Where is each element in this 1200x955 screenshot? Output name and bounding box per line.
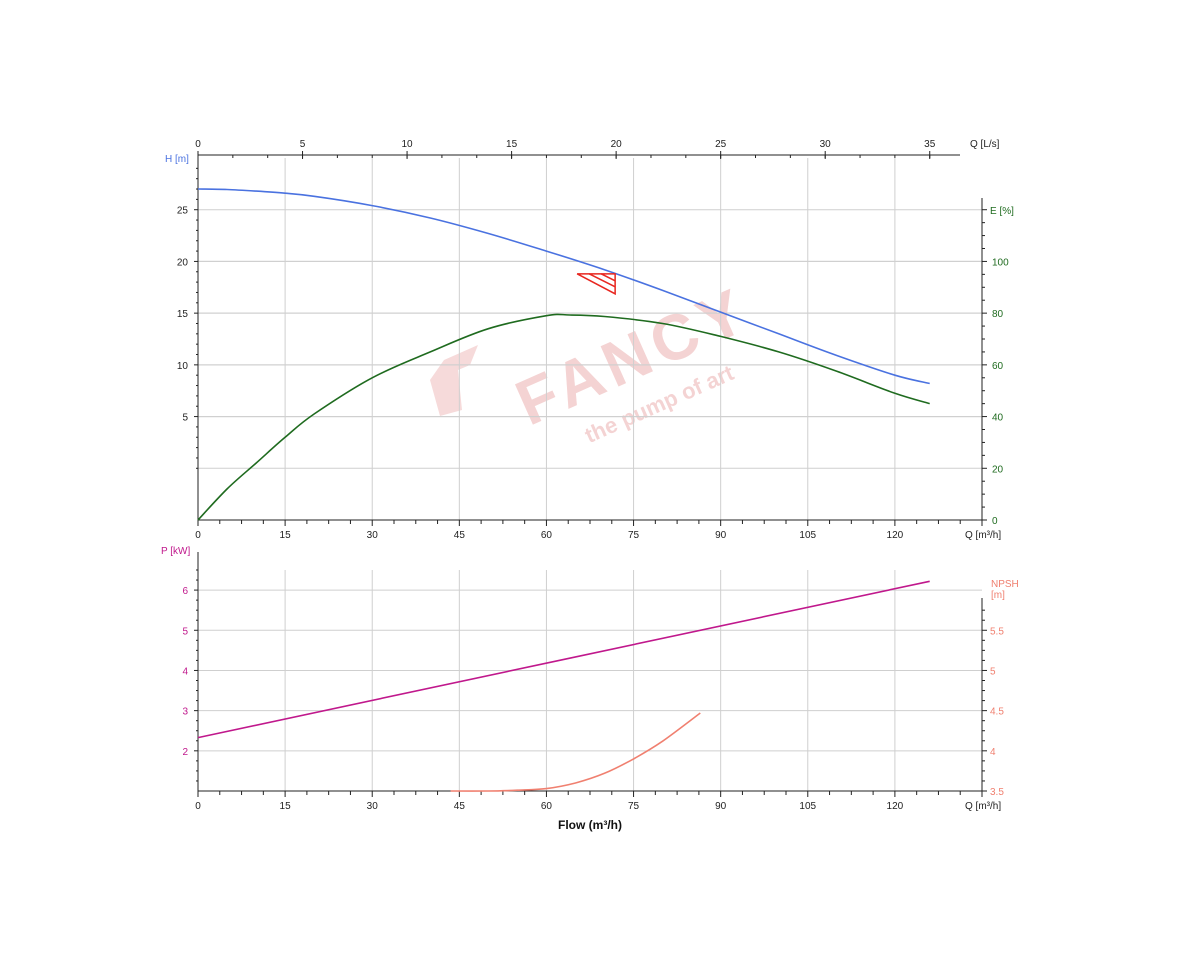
- x-axis-unit: Q [m³/h]: [965, 801, 1001, 812]
- y-right-tick-label: 40: [992, 413, 1004, 424]
- y-right-tick-label: 4.5: [990, 707, 1004, 718]
- x-tick-label: 105: [799, 801, 816, 812]
- x-axis-unit: Q [m³/h]: [965, 530, 1001, 541]
- y-right-tick-label: 5.5: [990, 626, 1004, 637]
- operating-point-triangle: [576, 273, 616, 296]
- x-tick-label: 90: [715, 801, 727, 812]
- y-right-tick-label: 4: [990, 747, 996, 758]
- x-tick-label: 105: [799, 530, 816, 541]
- y-right-tick-label: 0: [992, 516, 998, 527]
- power-curve: [197, 580, 930, 739]
- x-tick-label: 0: [195, 530, 201, 541]
- y-left-tick-label: 25: [177, 206, 189, 217]
- x-tick-label: 30: [367, 530, 379, 541]
- efficiency-curve: [197, 313, 930, 521]
- watermark-logo-icon: [430, 345, 478, 416]
- x-tick-label: 90: [715, 530, 727, 541]
- y-left-axis-unit: H [m]: [165, 154, 189, 165]
- x-tick-label: 120: [887, 801, 904, 812]
- x2-tick-label: 0: [195, 139, 201, 150]
- y-right-tick-label: 5: [990, 666, 996, 677]
- flow-axis-title: Flow (m³/h): [558, 818, 622, 832]
- x-tick-label: 75: [628, 530, 640, 541]
- x-tick-label: 75: [628, 801, 640, 812]
- y-left-tick-label: 5: [182, 626, 188, 637]
- y-right-axis-unit-line1: NPSH: [991, 579, 1019, 590]
- x-tick-label: 120: [887, 530, 904, 541]
- x-tick-label: 60: [541, 530, 553, 541]
- y-left-tick-label: 5: [182, 413, 188, 424]
- x2-tick-label: 5: [300, 139, 306, 150]
- operating-point-hatch: [588, 273, 616, 288]
- x-tick-label: 30: [367, 801, 379, 812]
- y-left-tick-label: 6: [182, 586, 188, 597]
- y-left-tick-label: 20: [177, 257, 189, 268]
- y-left-tick-label: 4: [182, 666, 188, 677]
- operating-point-icon: [576, 273, 616, 296]
- x-tick-label: 15: [280, 801, 292, 812]
- x2-tick-label: 10: [402, 139, 414, 150]
- y-right-tick-label: 20: [992, 464, 1004, 475]
- y-right-axis-unit-line2: [m]: [991, 590, 1005, 601]
- y-right-tick-label: 60: [992, 361, 1004, 372]
- watermark: FANCY the pump of art: [430, 273, 760, 448]
- x2-tick-label: 30: [820, 139, 832, 150]
- y-left-axis-unit: P [kW]: [161, 546, 190, 557]
- operating-point-hatch: [600, 273, 616, 282]
- x2-tick-label: 25: [715, 139, 727, 150]
- y-right-tick-label: 3.5: [990, 787, 1004, 798]
- x-tick-label: 45: [454, 801, 466, 812]
- y-right-tick-label: 100: [992, 257, 1009, 268]
- head-curve: [197, 188, 930, 385]
- y-right-axis-unit: E [%]: [990, 206, 1014, 217]
- x2-tick-label: 35: [924, 139, 936, 150]
- x2-tick-label: 15: [506, 139, 518, 150]
- x-tick-label: 45: [454, 530, 466, 541]
- x2-axis-unit: Q [L/s]: [970, 139, 1000, 150]
- y-left-tick-label: 10: [177, 361, 189, 372]
- x-tick-label: 15: [280, 530, 292, 541]
- y-left-tick-label: 3: [182, 707, 188, 718]
- x2-tick-label: 20: [611, 139, 623, 150]
- x-tick-label: 0: [195, 801, 201, 812]
- y-right-tick-label: 80: [992, 309, 1004, 320]
- y-left-tick-label: 15: [177, 309, 189, 320]
- head-efficiency-panel: 0 15 30 45 60 75 90 105 120 Q [m³/h]0 5 10 15 20 25 30 3…: [165, 139, 1014, 541]
- y-left-tick-label: 2: [182, 747, 188, 758]
- x-tick-label: 60: [541, 801, 553, 812]
- npsh-curve: [450, 712, 701, 792]
